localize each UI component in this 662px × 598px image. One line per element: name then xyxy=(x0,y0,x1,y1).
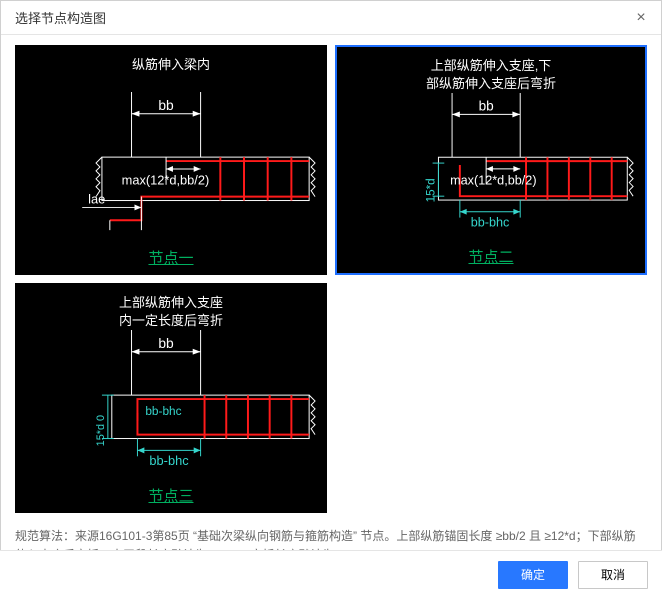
ok-button[interactable]: 确定 xyxy=(498,561,568,589)
card-3-diagram: bb 15*d 0 xyxy=(16,330,326,478)
card-1-label: 节点一 xyxy=(16,247,326,268)
svg-text:max(12*d,bb/2): max(12*d,bb/2) xyxy=(450,173,536,187)
card-grid: 纵筋伸入梁内 bb xyxy=(15,45,647,513)
card-1-title: 纵筋伸入梁内 xyxy=(16,56,326,74)
node-card-2[interactable]: 上部纵筋伸入支座,下 部纵筋伸入支座后弯折 bb xyxy=(335,45,647,275)
svg-text:bb-bhc: bb-bhc xyxy=(471,215,510,229)
card-2-diagram: bb 15*d xyxy=(337,93,645,239)
svg-text:15*d: 15*d xyxy=(425,178,438,202)
svg-text:bb-bhc: bb-bhc xyxy=(145,404,181,418)
svg-text:bb: bb xyxy=(479,99,494,114)
footer: 确定 取消 xyxy=(0,550,662,598)
content-area: 纵筋伸入梁内 bb xyxy=(1,35,661,517)
card-3-title: 上部纵筋伸入支座 内一定长度后弯折 xyxy=(16,294,326,329)
title-bar: 选择节点构造图 × xyxy=(1,1,661,35)
close-icon[interactable]: × xyxy=(631,8,651,28)
svg-text:15*d 0: 15*d 0 xyxy=(95,415,107,446)
svg-text:bb-bhc: bb-bhc xyxy=(149,453,189,468)
card-1-diagram: bb xyxy=(16,92,326,240)
card-2-title: 上部纵筋伸入支座,下 部纵筋伸入支座后弯折 xyxy=(337,57,645,92)
empty-cell xyxy=(335,283,647,513)
card-3-label: 节点三 xyxy=(16,485,326,506)
svg-text:bb: bb xyxy=(158,97,174,113)
svg-text:lae: lae xyxy=(88,191,105,206)
cancel-button[interactable]: 取消 xyxy=(578,561,648,589)
svg-text:bb: bb xyxy=(158,335,174,351)
card-2-label: 节点二 xyxy=(337,246,645,267)
svg-text:max(12*d,bb/2): max(12*d,bb/2) xyxy=(122,173,210,188)
dialog-title: 选择节点构造图 xyxy=(15,8,106,27)
node-card-3[interactable]: 上部纵筋伸入支座 内一定长度后弯折 bb xyxy=(15,283,327,513)
node-card-1[interactable]: 纵筋伸入梁内 bb xyxy=(15,45,327,275)
